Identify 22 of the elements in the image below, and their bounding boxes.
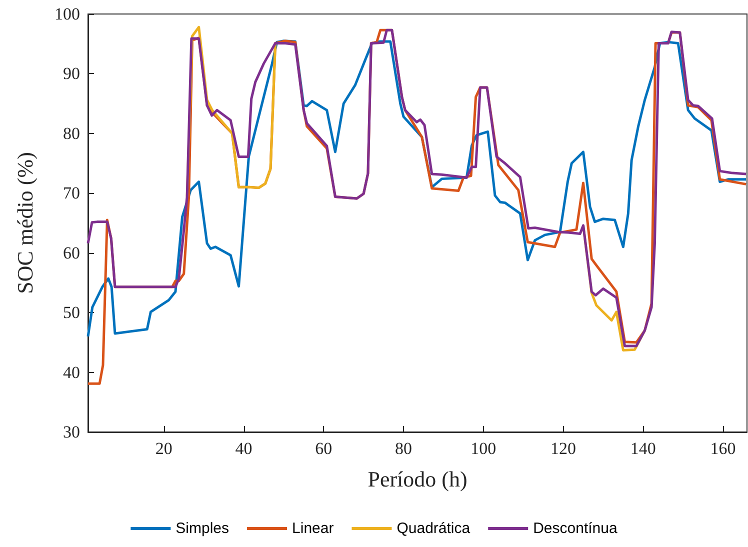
x-tick-label: 20	[155, 439, 172, 458]
y-tick-label: 30	[63, 422, 80, 442]
legend-label: Descontínua	[533, 520, 618, 537]
y-tick-label: 100	[54, 4, 80, 24]
y-tick-label: 40	[63, 362, 80, 382]
legend-label: Simples	[176, 520, 230, 537]
x-tick-label: 100	[470, 439, 496, 458]
x-tick-label: 40	[235, 439, 252, 458]
x-tick-label: 120	[550, 439, 576, 458]
legend-label: Linear	[292, 520, 334, 537]
x-tick-label: 160	[710, 439, 736, 458]
x-tick-label: 60	[315, 439, 332, 458]
y-axis-title: SOC médio (%)	[12, 152, 38, 294]
x-tick-label: 140	[630, 439, 656, 458]
x-axis-title: Período (h)	[368, 466, 468, 492]
legend-label: Quadrática	[396, 520, 471, 537]
y-tick-label: 50	[63, 303, 80, 322]
y-tick-label: 70	[63, 184, 80, 203]
y-tick-label: 80	[63, 124, 80, 143]
y-tick-label: 90	[63, 64, 80, 84]
y-tick-label: 60	[63, 243, 80, 262]
x-tick-label: 80	[395, 439, 412, 458]
